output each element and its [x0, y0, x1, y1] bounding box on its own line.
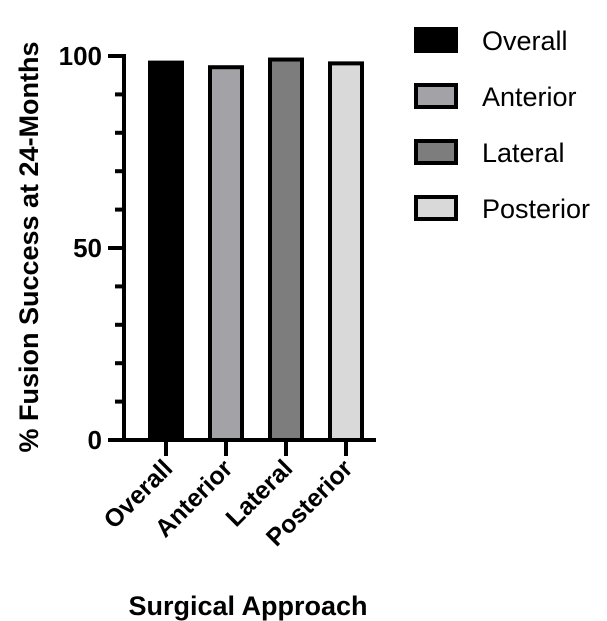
bar-anterior: [208, 65, 244, 442]
legend-swatch-overall: [414, 27, 458, 53]
legend-label-lateral: Lateral: [482, 138, 565, 168]
bar-overall: [148, 60, 184, 442]
bar-lateral: [268, 57, 304, 442]
y-tick-labels: 0 50 100: [59, 41, 102, 455]
legend-swatch-lateral: [414, 139, 458, 165]
axes-group: [108, 54, 376, 456]
y-tick-label-50: 50: [73, 233, 102, 263]
y-axis-title: % Fusion Success at 24-Months: [14, 41, 44, 452]
legend-label-anterior: Anterior: [482, 82, 577, 112]
legend-swatch-anterior: [414, 83, 458, 109]
legend-item-anterior: Anterior: [414, 82, 577, 112]
y-tick-label-0: 0: [88, 425, 102, 455]
bar-posterior: [328, 61, 364, 442]
legend-swatch-posterior: [414, 195, 458, 221]
legend-label-posterior: Posterior: [482, 194, 590, 224]
legend-item-overall: Overall: [414, 26, 568, 56]
legend-label-overall: Overall: [482, 26, 568, 56]
y-tick-label-100: 100: [59, 41, 102, 71]
legend-item-lateral: Lateral: [414, 138, 565, 168]
x-axis-title: Surgical Approach: [128, 591, 367, 621]
bars-group: [148, 57, 364, 442]
x-tick-labels: Overall Anterior Lateral Posterior: [98, 454, 358, 552]
legend-item-posterior: Posterior: [414, 194, 590, 224]
legend: Overall Anterior Lateral Posterior: [414, 26, 590, 224]
